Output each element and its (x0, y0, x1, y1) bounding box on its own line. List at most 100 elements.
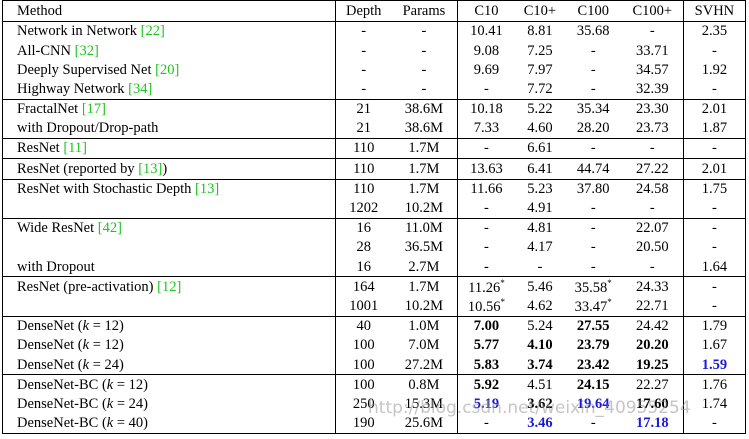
value-cell: 190 (336, 414, 391, 434)
cell-text: 33.71 (635, 42, 669, 59)
cell-text: 24.33 (635, 278, 669, 295)
cell-text: ResNet (17, 140, 64, 157)
value-cell: 2.01 (683, 158, 746, 179)
cell-text: 2.7M (408, 258, 440, 275)
cell-text: 250 (352, 395, 375, 412)
cell-text: 190 (352, 415, 375, 432)
value-cell: - (565, 60, 622, 79)
value-cell: 27.2M (391, 355, 458, 375)
value-cell: 100 (336, 355, 391, 375)
value-cell: 36.5M (391, 238, 458, 258)
cell-text: 22.27 (635, 376, 669, 393)
cell-text: 22.71 (635, 297, 669, 314)
cell-text: - (590, 42, 596, 59)
cell-text: - (361, 80, 367, 97)
value-cell: 100 (335, 374, 392, 395)
value-cell: - (336, 80, 391, 100)
value-cell: - (683, 217, 746, 239)
method-cell: DenseNet (k = 12) (2, 336, 337, 356)
cell-text: 4.51 (527, 376, 553, 393)
column-header: C100+ (621, 0, 684, 22)
cell-text: 9.69 (473, 61, 500, 78)
value-cell: 164 (335, 276, 392, 297)
cell-text: 27.22 (635, 160, 669, 177)
value-cell: 10.41 (457, 21, 516, 42)
cell-text: 23.42 (576, 356, 610, 373)
value-cell: 7.72 (515, 80, 565, 100)
cell-text: - (711, 220, 717, 237)
value-cell: 7.0M (391, 336, 458, 356)
value-cell: - (565, 238, 622, 257)
value-cell: 11.26* (457, 276, 516, 297)
value-cell: - (457, 199, 515, 219)
cell-text: - (711, 140, 717, 157)
cell-text: - (590, 200, 596, 217)
citation: [13] (138, 160, 163, 177)
cell-text: 28.20 (576, 120, 610, 137)
value-cell: - (457, 138, 516, 159)
cell-text: - (484, 258, 489, 275)
cell-text: - (649, 140, 655, 157)
value-cell: 5.22 (515, 98, 565, 119)
cell-text: 16 (356, 220, 371, 237)
cell-text: = 12) (113, 376, 148, 393)
value-cell: 9.08 (457, 41, 515, 60)
cell-text: - (711, 415, 717, 432)
cell-text: 20.20 (635, 337, 669, 354)
value-cell: 5.77 (457, 336, 515, 355)
table-row: 1001 10.2M 10.56* 4.62 33.47* 22.71- (2, 296, 746, 317)
cell-text: 27.2M (404, 356, 444, 373)
value-cell: 17.18 (621, 413, 684, 434)
value-cell: - (391, 21, 458, 42)
cell-text: 40 (356, 318, 371, 335)
cell-text: 15.3M (404, 395, 444, 412)
cell-text: 100 (352, 356, 375, 373)
cell-text: k (106, 415, 114, 432)
value-cell: 20.20 (621, 336, 684, 356)
header-row: Method Depth Params C10 C10+ C100 C100+ SVHN (2, 0, 746, 22)
value-cell: 5.24 (515, 315, 565, 336)
value-cell: 4.81 (515, 217, 565, 239)
cell-text: All-CNN (17, 42, 75, 59)
value-cell: 38.6M (391, 98, 458, 119)
value-cell: 6.61 (515, 138, 565, 159)
value-cell: - (564, 217, 622, 239)
cell-text: 7.97 (527, 61, 553, 78)
value-cell: 1.87 (683, 119, 745, 139)
value-cell: 1.7M (391, 138, 458, 159)
cell-text: - (361, 23, 367, 40)
table-header: Method Depth Params C10 C10+ C100 C100+ SVHN (2, 0, 746, 22)
value-cell: 16 (335, 217, 392, 239)
cell-text: 9.08 (473, 42, 500, 59)
cell-text: = 24) (113, 395, 148, 412)
value-cell: - (565, 257, 622, 277)
cell-text: 17.18 (635, 415, 669, 432)
method-cell: ResNet [11] (2, 138, 337, 159)
value-cell: - (565, 80, 622, 100)
cell-text: DenseNet ( (17, 337, 83, 354)
cell-text: 16 (356, 258, 371, 275)
method-cell: ResNet (reported by [13]) (2, 158, 337, 179)
cell-text: 19.25 (635, 356, 669, 373)
method-cell: Deeply Supervised Net [20] (2, 60, 337, 80)
citation: [17] (81, 101, 106, 118)
cell-text: - (649, 200, 655, 217)
cell-text: 1.92 (701, 61, 728, 78)
cell-text: * (500, 277, 505, 288)
cell-text: - (484, 200, 489, 217)
cell-text: 4.60 (527, 120, 553, 137)
value-cell: - (621, 257, 684, 277)
cell-text: 1.67 (701, 337, 728, 354)
table-row: with Dropout/Drop-path 21 38.6M 7.33 4.60 28.… (2, 118, 746, 139)
value-cell: 28 (336, 238, 391, 257)
cell-text: - (484, 415, 489, 432)
cell-text: - (649, 258, 655, 275)
value-cell: 11.66 (457, 178, 516, 199)
method-cell: DenseNet (k = 12) (2, 315, 337, 336)
value-cell: 2.7M (391, 257, 458, 277)
cell-text: 1.64 (701, 258, 728, 275)
value-cell: 1.59 (683, 355, 745, 375)
cell-text: 8.81 (527, 23, 553, 40)
cell-text: 5.23 (527, 180, 553, 197)
value-cell: 24.58 (621, 178, 684, 199)
